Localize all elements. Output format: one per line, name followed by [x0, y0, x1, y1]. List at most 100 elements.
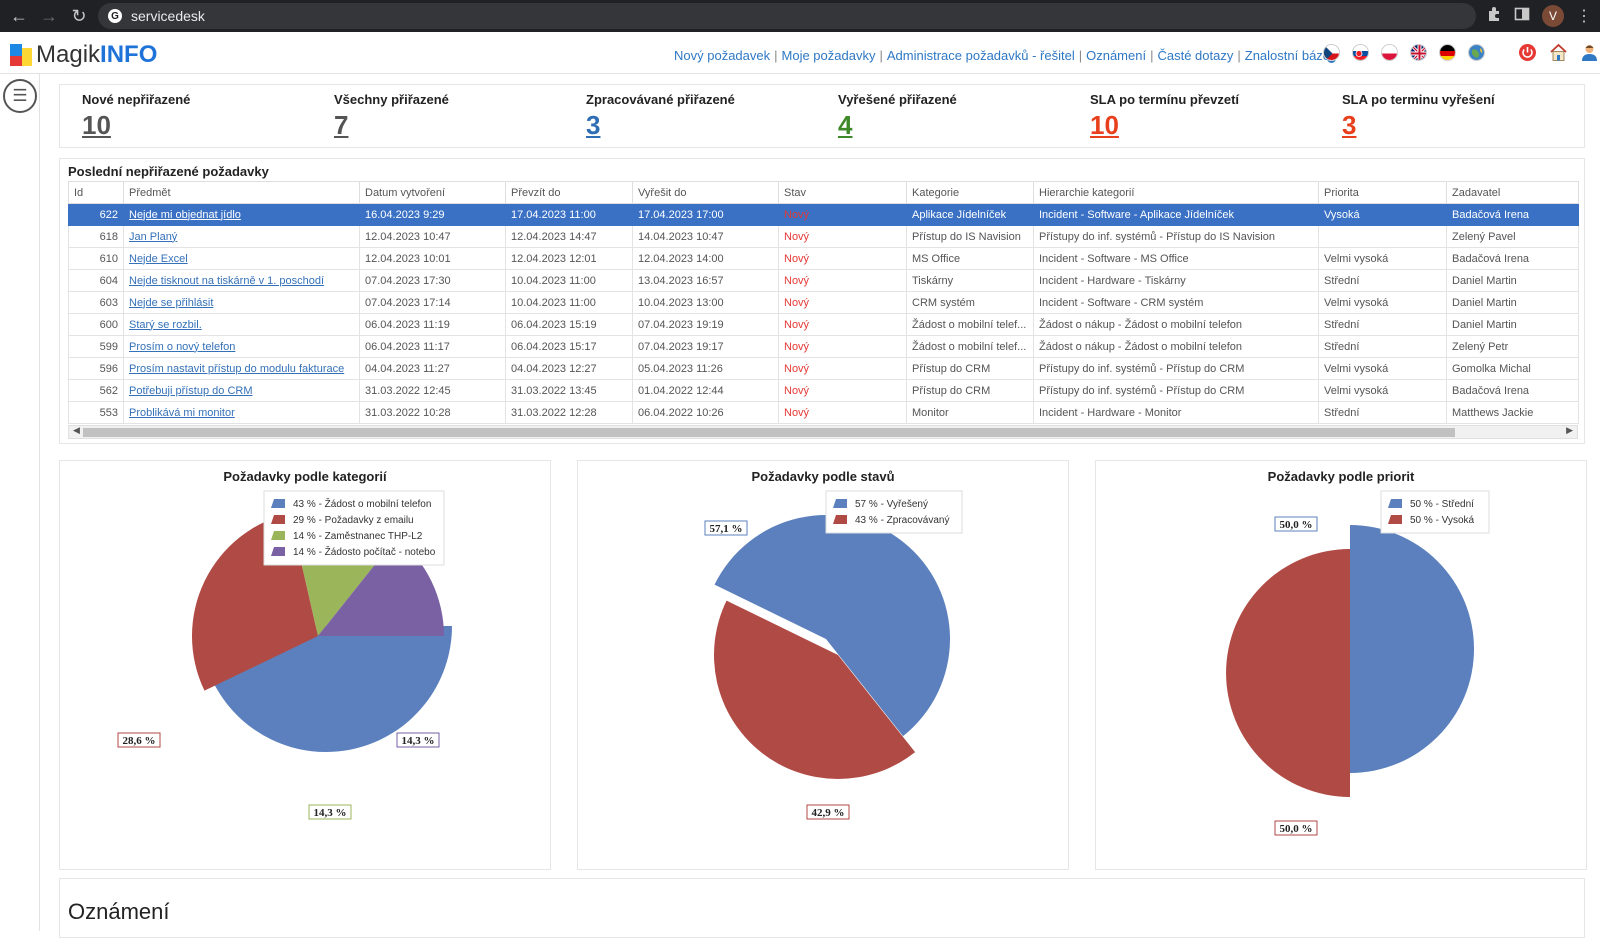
legend-swatch — [271, 515, 285, 524]
forward-arrow-icon[interactable]: → — [40, 5, 58, 26]
table-row[interactable]: 599 Prosím o nový telefon 06.04.2023 11:17… — [68, 335, 1579, 358]
legend-swatch — [1388, 499, 1402, 508]
profile-avatar[interactable]: V — [1542, 5, 1564, 27]
pie-slice[interactable] — [714, 514, 950, 737]
home-icon[interactable] — [1549, 43, 1568, 62]
table-cell: 07.04.2023 17:30 — [359, 269, 506, 292]
column-header[interactable]: Předmět — [123, 181, 360, 204]
nav-faq[interactable]: Časté dotazy — [1157, 48, 1234, 63]
column-header[interactable]: Id — [68, 181, 124, 204]
pie-slice[interactable] — [1226, 549, 1350, 797]
request-subject-link[interactable]: Jan Planý — [129, 230, 178, 243]
scrollbar-thumb[interactable] — [83, 428, 1455, 437]
kpi-new-unassigned[interactable]: Nové nepřiřazené 10 — [60, 85, 312, 147]
kpi-summary-bar: Nové nepřiřazené 10 Všechny přiřazené 7 … — [59, 84, 1585, 148]
panel-title: Poslední nepřiřazené požadavky — [68, 164, 269, 179]
polish-flag-icon[interactable] — [1381, 44, 1398, 61]
globe-language-icon[interactable] — [1468, 44, 1485, 61]
request-subject-link[interactable]: Nejde tisknout na tiskárně v 1. poschodí — [129, 274, 325, 287]
kpi-value[interactable]: 4 — [838, 110, 853, 140]
column-header[interactable]: Stav — [778, 181, 907, 204]
address-bar[interactable]: G servicedesk — [98, 3, 1476, 29]
pie-slice[interactable] — [1350, 525, 1474, 773]
reload-icon[interactable]: ↻ — [71, 5, 87, 26]
extensions-icon[interactable] — [1486, 6, 1502, 27]
cell-id: 603 — [68, 291, 124, 314]
request-subject-link[interactable]: Problikává mi monitor — [129, 406, 235, 419]
table-row[interactable]: 562 Potřebuji přístup do CRM 31.03.2022 12… — [68, 379, 1579, 402]
column-header[interactable]: Kategorie — [906, 181, 1034, 204]
kpi-sla-takeover-overdue[interactable]: SLA po termínu převzetí 10 — [1068, 85, 1320, 147]
column-header[interactable]: Zadavatel — [1446, 181, 1579, 204]
table-cell: 12.04.2023 14:47 — [505, 225, 633, 248]
user-account-icon[interactable] — [1580, 43, 1599, 62]
legend-item: 14 % - Zaměstnanec THP-L2 — [293, 531, 423, 542]
logout-power-icon[interactable] — [1518, 43, 1537, 62]
table-row[interactable]: 553 Problikává mi monitor 31.03.2022 10:28… — [68, 401, 1579, 424]
german-flag-icon[interactable] — [1439, 44, 1456, 61]
table-cell: 17.04.2023 11:00 — [505, 203, 633, 226]
data-label-text: 50,0 % — [1280, 519, 1313, 531]
kpi-value[interactable]: 3 — [586, 110, 601, 140]
table-row[interactable]: 603 Nejde se přihlásit 07.04.2023 17:14 10.… — [68, 291, 1579, 314]
browser-menu-icon[interactable]: ⋮ — [1576, 8, 1592, 25]
hamburger-menu-icon[interactable]: ☰ — [3, 79, 37, 113]
column-header[interactable]: Datum vytvoření — [359, 181, 506, 204]
data-label: 14,3 % — [396, 732, 440, 748]
request-subject-link[interactable]: Prosím o nový telefon — [129, 340, 236, 353]
table-row[interactable]: 622 Nejde mi objednat jídlo 16.04.2023 9:2… — [68, 203, 1579, 226]
table-row[interactable]: 600 Starý se rozbil. 06.04.2023 11:19 06.04… — [68, 313, 1579, 336]
chart-legend: 57 % - Vyřešený 43 % - Zpracovávaný — [825, 490, 963, 534]
nav-request-admin[interactable]: Administrace požadavků - řešitel — [886, 48, 1075, 63]
nav-announcements[interactable]: Oznámení — [1086, 48, 1147, 63]
kpi-value[interactable]: 10 — [82, 110, 111, 140]
kpi-all-assigned[interactable]: Všechny přiřazené 7 — [312, 85, 564, 147]
table-row[interactable]: 604 Nejde tisknout na tiskárně v 1. posch… — [68, 269, 1579, 292]
table-row[interactable]: 618 Jan Planý 12.04.2023 10:47 12.04.2023 1… — [68, 225, 1579, 248]
table-cell: MS Office — [906, 247, 1034, 270]
table-cell: 12.04.2023 12:01 — [505, 247, 633, 270]
table-cell: 06.04.2023 11:17 — [359, 335, 506, 358]
kpi-title: SLA po terminu vyřešení — [1342, 92, 1495, 107]
column-header[interactable]: Převzít do — [505, 181, 633, 204]
column-header[interactable]: Vyřešit do — [632, 181, 779, 204]
request-subject-link[interactable]: Starý se rozbil. — [129, 318, 202, 331]
kpi-in-progress-assigned[interactable]: Zpracovávané přiřazené 3 — [564, 85, 816, 147]
request-subject-link[interactable]: Nejde mi objednat jídlo — [129, 208, 241, 221]
request-subject-link[interactable]: Nejde se přihlásit — [129, 296, 214, 309]
request-subject-link[interactable]: Nejde Excel — [129, 252, 188, 265]
table-cell: 07.04.2023 19:19 — [632, 313, 779, 336]
chart-title: Požadavky podle stavů — [751, 469, 895, 484]
kpi-resolved-assigned[interactable]: Vyřešené přiřazené 4 — [816, 85, 1068, 147]
kpi-value[interactable]: 3 — [1342, 110, 1357, 140]
table-row[interactable]: 596 Prosím nastavit přístup do modulu fak… — [68, 357, 1579, 380]
column-header[interactable]: Priorita — [1318, 181, 1447, 204]
table-cell: Potřebuji přístup do CRM — [123, 379, 360, 402]
scroll-left-icon[interactable]: ◀ — [73, 425, 80, 435]
slovak-flag-icon[interactable] — [1352, 44, 1369, 61]
czech-flag-icon[interactable] — [1323, 44, 1340, 61]
uk-flag-icon[interactable] — [1410, 44, 1427, 61]
side-panel-icon[interactable] — [1514, 6, 1530, 27]
kpi-value[interactable]: 10 — [1090, 110, 1119, 140]
legend-swatch — [833, 499, 847, 508]
horizontal-scrollbar[interactable]: ◀ ▶ — [68, 425, 1578, 439]
nav-knowledge-base[interactable]: Znalostní báze — [1244, 48, 1331, 63]
table-row[interactable]: 610 Nejde Excel 12.04.2023 10:01 12.04.2023… — [68, 247, 1579, 270]
magikinfo-logo[interactable]: MagikINFO — [10, 41, 157, 69]
nav-my-requests[interactable]: Moje požadavky — [781, 48, 876, 63]
request-subject-link[interactable]: Prosím nastavit přístup do modulu faktur… — [129, 362, 345, 375]
table-cell: 06.04.2023 11:19 — [359, 313, 506, 336]
scroll-right-icon[interactable]: ▶ — [1566, 425, 1573, 435]
kpi-value[interactable]: 7 — [334, 110, 349, 140]
cell-status: Nový — [778, 335, 907, 358]
request-subject-link[interactable]: Potřebuji přístup do CRM — [129, 384, 253, 397]
back-arrow-icon[interactable]: ← — [10, 5, 28, 26]
nav-new-request[interactable]: Nový požadavek — [674, 48, 771, 63]
kpi-sla-resolution-overdue[interactable]: SLA po terminu vyřešení 3 — [1320, 85, 1572, 147]
column-header[interactable]: Hierarchie kategorií — [1033, 181, 1319, 204]
table-cell: 06.04.2023 15:17 — [505, 335, 633, 358]
table-cell: 04.04.2023 11:27 — [359, 357, 506, 380]
table-cell: Prosím nastavit přístup do modulu faktur… — [123, 357, 360, 380]
pie-slice[interactable] — [714, 600, 916, 779]
